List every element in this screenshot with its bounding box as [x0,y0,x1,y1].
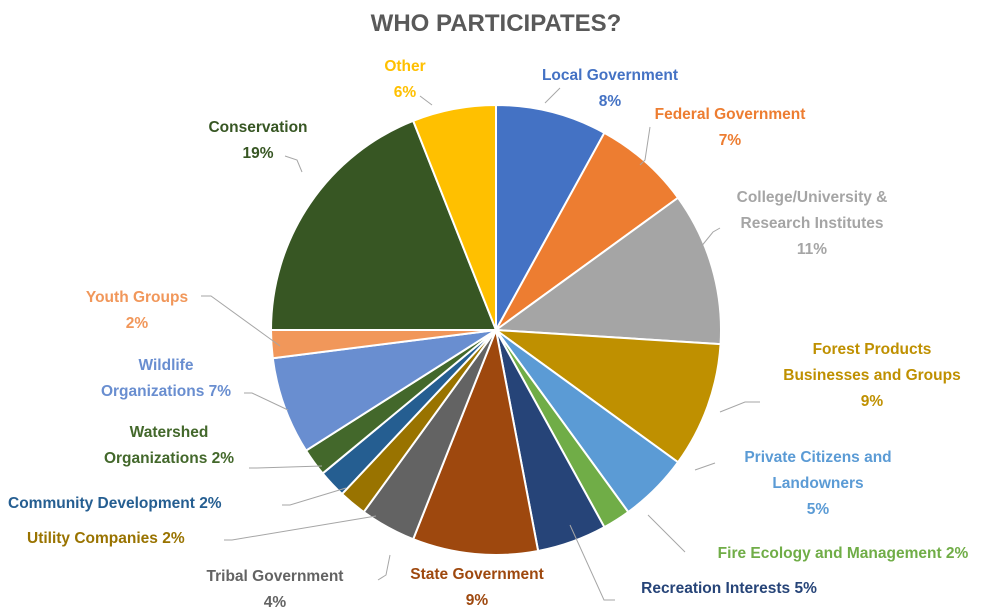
leader-line [224,515,377,541]
pie-slice-local-government [495,103,606,331]
pie-slices [269,103,722,556]
leader-line [639,126,651,166]
data-label: Federal Government 7% [655,106,806,149]
leader-line [249,465,323,469]
chart-title: WHO PARTICIPATES? [371,10,622,37]
data-label: Recreation Interests 5% [641,580,817,597]
data-label: Forest Products Businesses and Groups 9% [783,341,960,410]
leader-line [244,392,289,411]
leader-line [377,554,391,581]
data-labels: Local Government 8%Federal Government 7% Co… [8,58,969,607]
leader-line [694,462,716,471]
data-label: Watershed Organizations 2% [104,424,234,467]
data-label: Local Government 8% [542,67,678,110]
data-label: State Government 9% [410,566,544,607]
pie-slice-forest-products-businesses-and-groups [492,328,722,464]
data-label: Tribal Government 4% [207,568,344,607]
data-label: Youth Groups 2% [86,289,188,332]
data-label: Utility Companies 2% [27,530,185,547]
data-label: Other 6% [384,58,425,101]
leader-line [282,487,347,506]
pie-slice-other [411,103,497,331]
leader-line [419,95,433,106]
data-label: Community Development 2% [8,495,222,512]
leader-lines [201,87,760,601]
leader-line [544,87,561,104]
pie-slice-conservation [269,119,498,331]
data-label: Fire Ecology and Management 2% [718,545,969,562]
leader-line [699,227,721,249]
data-label: Private Citizens and Landowners 5% [744,449,891,518]
pie-slice-college-university-research-institutes [493,196,722,346]
pie-slice-state-government [411,326,540,556]
data-label: Wildlife Organizations 7% [101,357,231,400]
leader-line [201,295,281,347]
data-label: Conservation 19% [208,119,307,162]
leader-line [719,401,760,413]
leader-line [647,514,686,553]
leader-line [569,524,615,601]
leader-line [284,155,303,173]
data-label: College/University & Research Institutes 1… [737,189,888,258]
